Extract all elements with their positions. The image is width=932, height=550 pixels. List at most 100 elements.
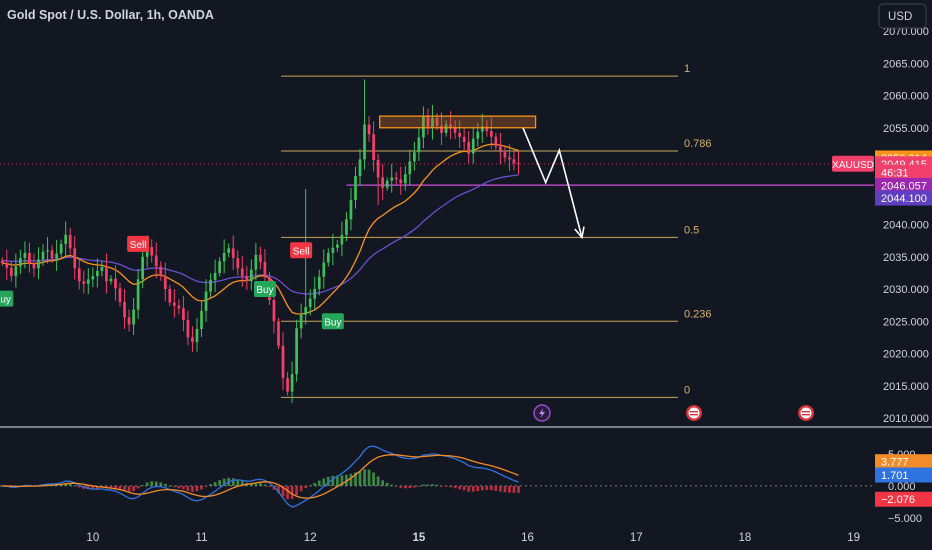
candle xyxy=(163,262,167,302)
candle-body xyxy=(277,321,280,346)
macd-histogram-bar xyxy=(467,485,471,492)
resistance-zone[interactable] xyxy=(379,115,537,129)
candle-body xyxy=(367,124,371,135)
candle-body xyxy=(467,141,471,154)
candle-body xyxy=(91,276,95,280)
candle-body xyxy=(0,260,4,264)
sell-signal[interactable]: Sell xyxy=(290,242,313,259)
candle-body xyxy=(231,248,235,259)
macd-histogram-bar xyxy=(154,481,158,486)
candle-body xyxy=(426,116,430,128)
macd-pane[interactable] xyxy=(0,445,874,508)
candle xyxy=(517,151,520,175)
candle xyxy=(68,227,72,255)
candle xyxy=(168,285,172,307)
macd-histogram-bar xyxy=(440,485,443,487)
candle xyxy=(476,122,480,147)
candle-body xyxy=(399,179,403,184)
macd-histogram-bar xyxy=(109,485,113,489)
candle-body xyxy=(458,132,462,137)
price-tick-label: 2070.000 xyxy=(883,26,929,38)
us-flag-event-icon[interactable] xyxy=(686,405,702,421)
candle-body xyxy=(263,261,267,278)
candle-body xyxy=(28,252,31,264)
candle xyxy=(182,295,185,332)
candle-body xyxy=(394,177,398,180)
candle xyxy=(358,148,362,186)
date-tick-label: 19 xyxy=(847,532,860,544)
signal-label: Buy xyxy=(324,317,341,328)
candle-body xyxy=(431,118,434,128)
macd-histogram-bar xyxy=(336,475,339,486)
candle-body xyxy=(290,374,294,392)
macd-tick-label: −5.000 xyxy=(888,513,922,525)
candle-body xyxy=(145,247,149,257)
candle-body xyxy=(23,252,27,259)
buy-signal[interactable]: Buy xyxy=(253,281,276,297)
candle xyxy=(444,120,448,137)
macd-histogram-bar xyxy=(403,485,407,489)
candle xyxy=(37,247,40,280)
candle xyxy=(154,242,158,279)
macd-value-tag-text: 1.701 xyxy=(881,470,909,482)
flash-event-icon[interactable] xyxy=(533,404,551,422)
macd-histogram-bar xyxy=(435,484,439,486)
candle-body xyxy=(118,288,122,302)
signal-badge xyxy=(127,235,150,252)
candle xyxy=(55,239,58,271)
currency-button[interactable]: USD xyxy=(878,3,927,29)
date-tick-label: 16 xyxy=(521,532,534,544)
candle-body xyxy=(177,305,181,309)
macd-histogram-bar xyxy=(345,474,348,486)
macd-histogram-bar xyxy=(394,485,398,487)
candles xyxy=(0,79,520,403)
macd-histogram-bar xyxy=(86,485,90,490)
macd-histogram-bar xyxy=(295,485,298,496)
candle xyxy=(150,239,154,263)
price-tick-label: 2055.000 xyxy=(883,123,929,135)
candle xyxy=(363,79,366,170)
candle-body xyxy=(517,163,520,165)
candle xyxy=(191,326,194,352)
projection-path[interactable] xyxy=(522,127,583,238)
candle-body xyxy=(9,267,13,277)
candle-body xyxy=(50,250,54,259)
macd-value-tag: −2.076 xyxy=(875,491,932,507)
date-tick-label: 10 xyxy=(86,532,99,544)
candle-body xyxy=(331,247,335,253)
macd-histogram-bar xyxy=(313,482,317,486)
buy-signal[interactable]: Buy xyxy=(0,290,14,307)
macd-histogram-bar xyxy=(431,484,434,486)
candle-body xyxy=(213,272,217,280)
macd-histogram-bar xyxy=(363,469,366,486)
macd-histogram-bar xyxy=(136,485,140,489)
fibonacci-level-label: 0 xyxy=(684,384,690,396)
buy-signal[interactable]: Buy xyxy=(321,313,344,330)
macd-histogram-bar xyxy=(299,485,303,492)
macd-histogram-bar xyxy=(426,484,430,486)
main-price-pane[interactable]: 1 0.786 0.5 0.236 0 Sell Buy Sell Buy Buy xyxy=(0,63,874,403)
candle-body xyxy=(345,219,348,235)
macd-histogram-bar xyxy=(77,485,81,488)
candle-body xyxy=(499,146,502,153)
candle xyxy=(46,237,49,264)
macd-histogram-bar xyxy=(200,485,203,490)
sell-signal[interactable]: Sell xyxy=(127,235,150,252)
macd-histogram-bar xyxy=(508,485,511,493)
candle xyxy=(494,132,498,150)
us-flag-event-icon[interactable] xyxy=(798,405,814,421)
candle xyxy=(308,289,312,316)
candle-body xyxy=(471,138,475,154)
price-labels: XAUUSD2050.3142049.41546:312046.0572044.… xyxy=(832,150,932,206)
candle-body xyxy=(358,159,362,177)
time-axis[interactable]: 10 11 12 15 16 17 18 19 xyxy=(86,532,860,544)
candle-body xyxy=(299,314,303,329)
candle-body xyxy=(286,378,289,392)
candle xyxy=(23,241,27,269)
macd-histogram-bar xyxy=(249,483,253,486)
candle-body xyxy=(168,289,172,303)
candle xyxy=(118,282,122,307)
candle-body xyxy=(132,309,135,325)
